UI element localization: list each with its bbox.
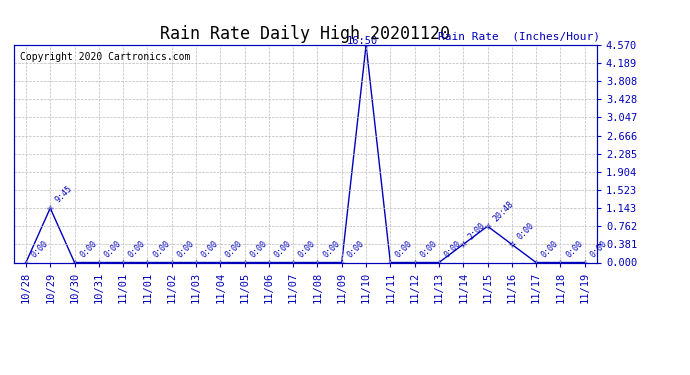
Text: 16:50: 16:50 <box>346 36 378 46</box>
Text: 0:00: 0:00 <box>224 239 244 260</box>
Text: 0:00: 0:00 <box>346 239 366 260</box>
Text: 0:00: 0:00 <box>248 239 268 260</box>
Text: 0:00: 0:00 <box>103 239 123 260</box>
Text: 0:00: 0:00 <box>30 239 50 260</box>
Text: 0:00: 0:00 <box>273 239 293 260</box>
Text: 0:00: 0:00 <box>515 221 536 242</box>
Text: 20:48: 20:48 <box>491 199 515 223</box>
Text: 0:00: 0:00 <box>78 239 99 260</box>
Text: Rain Rate  (Inches/Hour): Rain Rate (Inches/Hour) <box>438 32 600 42</box>
Text: 0:00: 0:00 <box>394 239 415 260</box>
Text: 9:45: 9:45 <box>54 184 75 205</box>
Text: 0:00: 0:00 <box>589 239 609 260</box>
Text: 0:00: 0:00 <box>442 239 463 260</box>
Title: Rain Rate Daily High 20201120: Rain Rate Daily High 20201120 <box>160 26 451 44</box>
Text: 0:00: 0:00 <box>151 239 172 260</box>
Text: 0:00: 0:00 <box>564 239 584 260</box>
Text: 0:00: 0:00 <box>199 239 220 260</box>
Text: Copyright 2020 Cartronics.com: Copyright 2020 Cartronics.com <box>19 51 190 62</box>
Text: 0:00: 0:00 <box>297 239 317 260</box>
Text: 2:00: 2:00 <box>467 221 487 242</box>
Text: 0:00: 0:00 <box>418 239 439 260</box>
Text: 0:00: 0:00 <box>540 239 560 260</box>
Text: 0:00: 0:00 <box>321 239 342 260</box>
Text: 0:00: 0:00 <box>127 239 147 260</box>
Text: 0:00: 0:00 <box>175 239 196 260</box>
